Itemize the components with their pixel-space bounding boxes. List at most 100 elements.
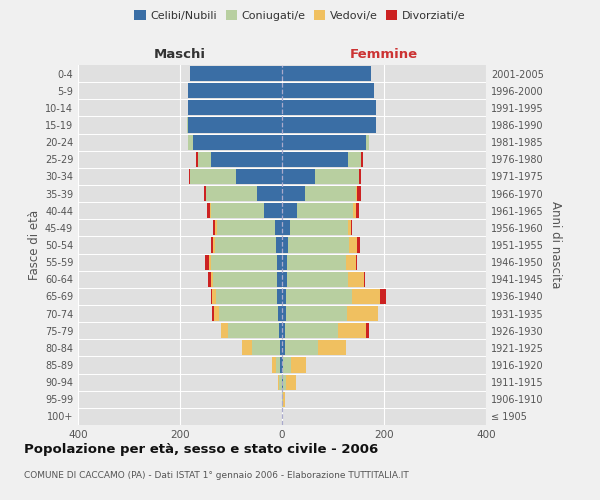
Bar <box>280 323 282 338</box>
Bar <box>290 358 306 372</box>
Bar <box>283 392 284 407</box>
Bar <box>357 238 359 252</box>
Bar <box>283 358 290 372</box>
Bar <box>357 186 361 201</box>
Bar <box>190 66 282 81</box>
Text: Maschi: Maschi <box>154 48 206 62</box>
Bar <box>221 323 229 338</box>
Bar <box>361 152 362 167</box>
Bar <box>282 306 286 321</box>
Bar <box>257 186 282 201</box>
Bar <box>349 220 351 236</box>
Bar <box>290 220 349 236</box>
Bar <box>198 152 211 167</box>
Bar <box>282 118 376 132</box>
Bar <box>282 186 305 201</box>
Bar <box>282 272 287 287</box>
Bar <box>282 392 283 407</box>
Bar <box>213 272 277 287</box>
Bar <box>196 152 198 167</box>
Bar <box>338 323 366 338</box>
Bar <box>282 203 298 218</box>
Bar <box>216 289 277 304</box>
Bar <box>282 289 286 304</box>
Bar <box>242 340 253 355</box>
Bar <box>315 169 359 184</box>
Bar <box>280 374 282 390</box>
Bar <box>277 272 282 287</box>
Bar <box>217 220 275 236</box>
Bar <box>275 220 282 236</box>
Bar <box>193 134 282 150</box>
Bar <box>211 254 277 270</box>
Bar <box>366 134 369 150</box>
Bar <box>356 203 359 218</box>
Bar <box>188 169 190 184</box>
Bar <box>212 289 216 304</box>
Bar <box>278 306 282 321</box>
Bar <box>349 238 357 252</box>
Bar <box>212 220 215 236</box>
Bar <box>286 306 347 321</box>
Bar <box>282 83 374 98</box>
Bar <box>253 340 280 355</box>
Bar <box>277 289 282 304</box>
Bar <box>208 272 211 287</box>
Bar <box>282 152 349 167</box>
Bar <box>278 374 280 390</box>
Bar <box>287 254 346 270</box>
Bar <box>272 358 277 372</box>
Bar <box>205 254 209 270</box>
Bar <box>282 134 366 150</box>
Bar <box>284 323 338 338</box>
Bar <box>286 374 296 390</box>
Bar <box>277 254 282 270</box>
Bar <box>187 118 188 132</box>
Bar <box>288 238 349 252</box>
Bar <box>286 289 352 304</box>
Bar <box>287 272 349 287</box>
Bar <box>282 169 315 184</box>
Bar <box>356 254 358 270</box>
Bar <box>188 134 193 150</box>
Bar <box>282 100 376 116</box>
Bar <box>346 254 356 270</box>
Y-axis label: Anni di nascita: Anni di nascita <box>549 202 562 288</box>
Bar <box>211 238 213 252</box>
Bar <box>215 238 276 252</box>
Bar <box>282 340 284 355</box>
Bar <box>282 66 371 81</box>
Bar <box>211 203 264 218</box>
Bar <box>353 203 356 218</box>
Bar <box>352 289 380 304</box>
Bar <box>204 186 206 201</box>
Bar <box>298 203 353 218</box>
Bar <box>229 323 280 338</box>
Bar <box>283 374 286 390</box>
Text: COMUNE DI CACCAMO (PA) - Dati ISTAT 1° gennaio 2006 - Elaborazione TUTTITALIA.IT: COMUNE DI CACCAMO (PA) - Dati ISTAT 1° g… <box>24 471 409 480</box>
Bar <box>209 254 211 270</box>
Bar <box>366 323 369 338</box>
Bar <box>280 358 282 372</box>
Bar <box>190 169 236 184</box>
Bar <box>347 306 378 321</box>
Bar <box>284 340 318 355</box>
Bar <box>209 203 211 218</box>
Bar <box>212 306 214 321</box>
Bar <box>211 152 282 167</box>
Bar <box>282 323 284 338</box>
Bar <box>380 289 386 304</box>
Bar <box>188 118 282 132</box>
Bar <box>211 289 212 304</box>
Y-axis label: Fasce di età: Fasce di età <box>28 210 41 280</box>
Bar <box>349 152 361 167</box>
Text: Popolazione per età, sesso e stato civile - 2006: Popolazione per età, sesso e stato civil… <box>24 442 378 456</box>
Bar <box>276 238 282 252</box>
Bar <box>282 220 290 236</box>
Bar <box>236 169 282 184</box>
Bar <box>349 272 364 287</box>
Bar <box>264 203 282 218</box>
Bar <box>188 100 282 116</box>
Bar <box>305 186 356 201</box>
Bar <box>282 374 283 390</box>
